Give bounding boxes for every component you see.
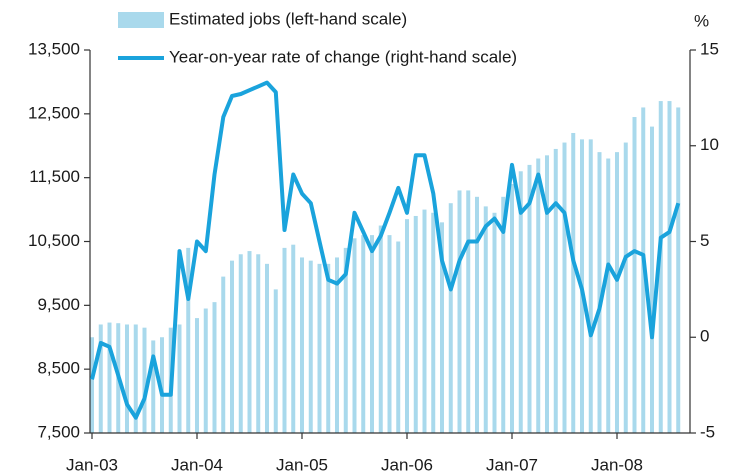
bar xyxy=(475,196,479,433)
bar xyxy=(90,337,94,433)
bar xyxy=(650,126,654,433)
bar xyxy=(658,101,663,434)
bar xyxy=(440,222,444,433)
bar xyxy=(317,263,322,433)
y-tick-label: 9,500 xyxy=(37,295,80,314)
bar xyxy=(492,212,497,433)
y-tick-label: 13,500 xyxy=(28,39,80,58)
bar xyxy=(623,142,628,433)
bar xyxy=(256,254,261,433)
bar xyxy=(308,260,313,433)
x-tick-label: Jan-03 xyxy=(66,455,118,474)
bar xyxy=(562,142,567,433)
bar xyxy=(527,164,532,433)
bar xyxy=(221,276,226,433)
bar xyxy=(387,235,392,433)
bar xyxy=(378,225,383,433)
bar xyxy=(676,107,681,433)
x-tick-label: Jan-06 xyxy=(381,455,433,474)
bar xyxy=(352,238,357,433)
bar xyxy=(483,206,488,433)
legend-label: Year-on-year rate of change (right-hand … xyxy=(169,47,517,66)
y2-tick-label: -5 xyxy=(700,422,715,441)
bar xyxy=(335,257,339,433)
y2-tick-label: 5 xyxy=(700,231,709,250)
bar xyxy=(457,190,462,433)
bar xyxy=(98,324,103,433)
bar xyxy=(107,322,112,433)
bar xyxy=(588,139,593,433)
x-tick-label: Jan-08 xyxy=(591,455,643,474)
y2-tick-label: 15 xyxy=(700,39,719,58)
y2-tick-label: 0 xyxy=(700,327,709,346)
y2-tick-label: 10 xyxy=(700,135,719,154)
bar xyxy=(615,152,619,433)
bar xyxy=(571,132,576,433)
x-tick-label: Jan-04 xyxy=(171,455,223,474)
bar xyxy=(203,308,208,433)
bar xyxy=(545,155,549,433)
bar xyxy=(273,289,278,433)
y-tick-label: 8,500 xyxy=(37,359,80,378)
bar xyxy=(536,158,541,433)
bar xyxy=(195,318,199,433)
bar xyxy=(448,203,453,433)
bar xyxy=(265,263,269,433)
bar xyxy=(177,324,182,433)
bar xyxy=(300,257,304,433)
bar xyxy=(212,302,217,433)
x-tick-label: Jan-05 xyxy=(276,455,328,474)
line xyxy=(90,80,681,420)
bar xyxy=(667,101,672,434)
y2-axis-label: % xyxy=(694,11,709,30)
bar xyxy=(133,324,138,433)
bar xyxy=(396,241,401,433)
bar xyxy=(230,260,234,433)
x-tick-label: Jan-07 xyxy=(486,455,538,474)
bar xyxy=(282,247,287,433)
bar xyxy=(151,340,156,433)
bar xyxy=(510,184,514,433)
y-tick-label: 7,500 xyxy=(37,422,80,441)
bar xyxy=(632,117,637,434)
bar xyxy=(466,190,471,433)
bar xyxy=(343,247,348,433)
bar xyxy=(405,219,409,433)
legend-swatch xyxy=(118,12,164,28)
bar xyxy=(422,209,427,433)
bar xyxy=(291,244,296,433)
bar xyxy=(326,263,331,433)
bar xyxy=(606,158,611,433)
y-tick-label: 10,500 xyxy=(28,231,80,250)
legend-label: Estimated jobs (left-hand scale) xyxy=(169,9,407,28)
bar xyxy=(238,254,243,433)
bar xyxy=(361,235,366,433)
y-tick-label: 11,500 xyxy=(29,167,80,186)
bar xyxy=(553,148,558,434)
bar xyxy=(142,327,147,433)
bar xyxy=(125,324,129,433)
bar xyxy=(597,152,602,433)
bar xyxy=(501,196,506,433)
bar xyxy=(431,212,436,433)
bar xyxy=(186,247,191,433)
y-tick-label: 12,500 xyxy=(28,103,80,122)
bar xyxy=(413,215,418,433)
bar xyxy=(160,337,164,433)
bar xyxy=(247,251,252,433)
bar xyxy=(518,171,523,434)
bar xyxy=(370,235,374,433)
